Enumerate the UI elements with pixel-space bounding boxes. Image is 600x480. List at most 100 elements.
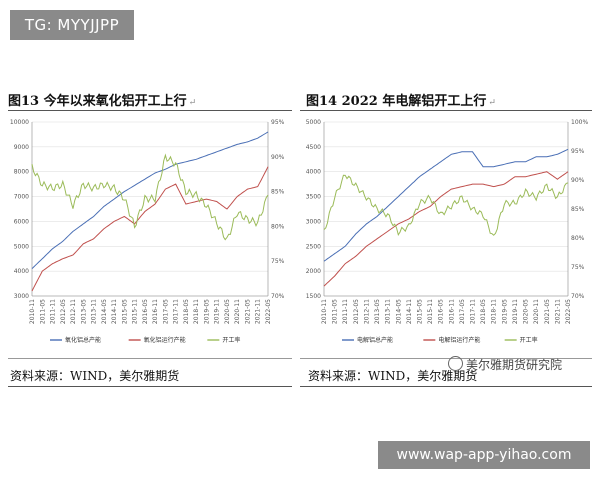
figure-14-return-mark: ↵	[488, 98, 496, 108]
x-axis-tick-label: 2011-05	[332, 299, 339, 324]
x-axis-tick-label: 2012-05	[353, 299, 360, 324]
right-axis-tick-label: 75%	[271, 258, 285, 265]
x-axis-tick-label: 2019-05	[203, 299, 210, 324]
figure-14-top-rule	[300, 110, 592, 111]
watermark-text: 美尔雅期货研究院	[466, 358, 563, 372]
x-axis-tick-label: 2018-05	[480, 299, 487, 324]
right-axis-tick-label: 95%	[571, 148, 585, 155]
right-axis-tick-label: 70%	[271, 293, 285, 300]
x-axis-tick-label: 2010-11	[29, 299, 36, 324]
right-axis-tick-label: 100%	[571, 119, 588, 126]
x-axis-tick-label: 2018-05	[183, 299, 190, 324]
figure-14-bottom-rule	[300, 358, 592, 359]
legend-label-output: 电解铝运行产能	[438, 336, 480, 344]
x-axis-tick-label: 2015-11	[427, 299, 434, 324]
x-axis-tick-label: 2015-05	[121, 299, 128, 324]
research-watermark: 美尔雅期货研究院	[448, 356, 562, 373]
left-axis-tick-label: 3500	[306, 194, 321, 201]
right-axis-tick-label: 90%	[271, 154, 285, 161]
figure-13-bottom-rule	[8, 358, 292, 359]
x-axis-tick-label: 2013-11	[385, 299, 392, 324]
x-axis-tick-label: 2019-11	[512, 299, 519, 324]
right-axis-tick-label: 80%	[271, 223, 285, 230]
x-axis-tick-label: 2019-11	[214, 299, 221, 324]
x-axis-tick-label: 2016-05	[142, 299, 149, 324]
figure-14-title-text: 图14 2022 年电解铝开工上行	[306, 94, 487, 109]
legend-label-capacity: 氧化铝总产能	[65, 336, 101, 344]
figure-13-return-mark: ↵	[188, 98, 197, 108]
x-axis-tick-label: 2018-11	[193, 299, 200, 324]
x-axis-tick-label: 2014-05	[101, 299, 108, 324]
left-axis-tick-label: 2000	[306, 268, 321, 275]
series-line-capacity	[31, 131, 269, 270]
left-axis-tick-label: 9000	[14, 144, 29, 151]
telegram-tag-badge: TG: MYYJJPP	[10, 10, 134, 40]
series-line-rate	[323, 174, 569, 237]
left-axis-tick-label: 8000	[14, 169, 29, 176]
x-axis-tick-label: 2010-11	[321, 299, 328, 324]
x-axis-tick-label: 2014-05	[395, 299, 402, 324]
x-axis-tick-label: 2015-05	[416, 299, 423, 324]
x-axis-tick-label: 2016-05	[438, 299, 445, 324]
figure-13-title: 图13 今年以来氧化铝开工上行 ↵	[8, 90, 196, 109]
legend-label-rate: 开工率	[222, 336, 240, 344]
x-axis-tick-label: 2013-05	[80, 299, 87, 324]
right-axis-tick-label: 75%	[571, 264, 585, 271]
x-axis-tick-label: 2017-11	[470, 299, 477, 324]
x-axis-tick-label: 2012-11	[70, 299, 77, 324]
series-line-output	[323, 171, 569, 287]
x-axis-tick-label: 2019-05	[501, 299, 508, 324]
legend-label-rate: 开工率	[520, 336, 538, 344]
figure-14-title: 图14 2022 年电解铝开工上行 ↵	[306, 90, 496, 109]
x-axis-tick-label: 2021-05	[244, 299, 251, 324]
x-axis-tick-label: 2020-05	[523, 299, 530, 324]
right-axis-tick-label: 85%	[571, 206, 585, 213]
x-axis-tick-label: 2011-05	[39, 299, 46, 324]
x-axis-tick-label: 2021-11	[554, 299, 561, 324]
left-axis-tick-label: 3000	[306, 218, 321, 225]
x-axis-tick-label: 2020-11	[234, 299, 241, 324]
left-axis-tick-label: 4500	[306, 144, 321, 151]
left-axis-tick-label: 6000	[14, 218, 29, 225]
x-axis-tick-label: 2011-11	[50, 299, 57, 324]
x-axis-tick-label: 2020-05	[224, 299, 231, 324]
x-axis-tick-label: 2012-11	[363, 299, 370, 324]
x-axis-tick-label: 2012-05	[60, 299, 67, 324]
series-line-output	[31, 166, 269, 292]
x-axis-tick-label: 2015-11	[132, 299, 139, 324]
x-axis-tick-label: 2017-05	[162, 299, 169, 324]
figure-13-chart: 3000 4000 5000 6000 7000 8000 9000 10000 70% 75% 8…	[10, 119, 285, 344]
series-line-capacity	[323, 148, 569, 262]
x-axis-tick-label: 2021-11	[255, 299, 262, 324]
x-axis-tick-label: 2013-11	[91, 299, 98, 324]
left-axis-tick-label: 5000	[306, 119, 321, 126]
url-badge: www.wap-app-yihao.com	[378, 441, 590, 469]
legend-label-output: 氧化铝运行产能	[144, 336, 186, 344]
wechat-icon	[448, 356, 463, 371]
x-axis-tick-label: 2017-05	[459, 299, 466, 324]
x-axis-tick-label: 2021-05	[544, 299, 551, 324]
figure-13-source: 资料来源：WIND，美尔雅期货	[10, 369, 180, 383]
left-axis-tick-label: 10000	[10, 119, 29, 126]
left-axis-tick-label: 4000	[14, 268, 29, 275]
x-axis-tick-label: 2016-11	[152, 299, 159, 324]
figure-14-source: 资料来源：WIND，美尔雅期货	[308, 369, 478, 383]
legend-label-capacity: 电解铝总产能	[357, 336, 393, 344]
x-axis-tick-label: 2016-11	[448, 299, 455, 324]
figure-14-chart: 1500 2000 2500 3000 3500 4000 4500 5000 70% 75% 80…	[306, 119, 589, 344]
x-axis-tick-label: 2018-11	[491, 299, 498, 324]
figure-14-source-rule	[300, 386, 592, 387]
right-axis-tick-label: 85%	[271, 189, 285, 196]
x-axis-tick-label: 2022-05	[565, 299, 572, 324]
figure-13-title-text: 图13 今年以来氧化铝开工上行	[8, 94, 187, 109]
x-axis-tick-label: 2014-11	[406, 299, 413, 324]
left-axis-tick-label: 7000	[14, 194, 29, 201]
left-axis-tick-label: 4000	[306, 169, 321, 176]
right-axis-tick-label: 70%	[571, 293, 585, 300]
figure-13-top-rule	[8, 110, 292, 111]
x-axis-tick-label: 2022-05	[265, 299, 272, 324]
right-axis-tick-label: 80%	[571, 235, 585, 242]
x-axis-tick-label: 2013-05	[374, 299, 381, 324]
left-axis-tick-label: 3000	[14, 293, 29, 300]
left-axis-tick-label: 2500	[306, 243, 321, 250]
